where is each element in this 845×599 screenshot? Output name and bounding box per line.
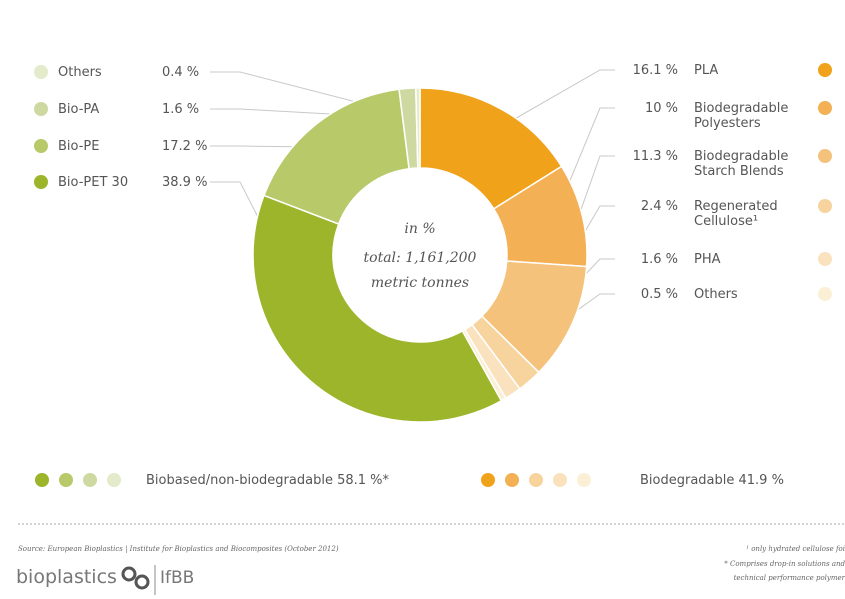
swatch-biodegradable-biodegradable-polyesters [818, 101, 832, 115]
ifbb-logo: IfBB [160, 568, 194, 588]
label-biodegradable-regenerated-cellulose: Regenerated Cellulose¹ [694, 199, 778, 229]
ifbb-logo-icon [121, 566, 150, 590]
legend-dots-biobased [35, 473, 121, 487]
legend-dots-biodegradable [481, 473, 591, 487]
center-text-total: total: 1,161,200 [364, 250, 477, 266]
center-text-unit: in % [404, 221, 435, 237]
label-biobased-bio-pet-30: Bio-PET 30 [58, 175, 128, 190]
slice-biobased-others [415, 87, 421, 169]
legend-dot-1-3 [553, 473, 567, 487]
swatch-biobased-others [34, 65, 48, 79]
swatch-biodegradable-pla [818, 63, 832, 77]
legend-dot-1-4 [577, 473, 591, 487]
swatch-biobased-bio-pe [34, 139, 48, 153]
right-slice-labels: 16.1 % PLA 10 % Biodegradable Polyesters 11.3… [633, 63, 832, 302]
slice-biobased-bio-pe [262, 88, 410, 225]
label-biodegradable-others: Others [694, 287, 738, 302]
value-biodegradable-biodegradable-starch-blends: 11.3 % [633, 149, 678, 164]
bioplastics-logo: bioplastics [16, 566, 117, 588]
legend-dot-1-2 [529, 473, 543, 487]
legend-dot-1-0 [481, 473, 495, 487]
legend-dot-1-1 [505, 473, 519, 487]
label-biobased-bio-pe: Bio-PE [58, 139, 99, 154]
center-text-tonnes: metric tonnes [371, 275, 469, 291]
value-biodegradable-regenerated-cellulose: 2.4 % [641, 199, 678, 214]
left-slice-labels: Bio-PET 30 38.9 % Bio-PE 17.2 % Bio-PA 1.6 % O… [34, 65, 207, 190]
value-biodegradable-others: 0.5 % [641, 287, 678, 302]
source-note: Source: European Bioplastics | Institute… [18, 545, 339, 553]
label-biodegradable-biodegradable-starch-blends: Biodegradable Starch Blends [694, 149, 788, 179]
legend-dot-0-2 [83, 473, 97, 487]
label-biodegradable-biodegradable-polyesters: Biodegradable Polyesters [694, 101, 788, 131]
value-biobased-others: 0.4 % [162, 65, 199, 80]
donut-ring [252, 87, 588, 423]
leader-biodegradable-pla [486, 69, 615, 136]
swatch-biodegradable-regenerated-cellulose [818, 199, 832, 213]
value-biobased-bio-pet-30: 38.9 % [162, 175, 207, 190]
legend-label-biobased: Biobased/non-biodegradable 58.1 %* [146, 473, 390, 488]
swatch-biodegradable-pha [818, 252, 832, 266]
label-biodegradable-pla: PLA [694, 63, 718, 78]
label-biobased-bio-pa: Bio-PA [58, 102, 99, 117]
legend-label-biodegradable: Biodegradable 41.9 % [640, 473, 784, 488]
swatch-biodegradable-biodegradable-starch-blends [818, 149, 832, 163]
value-biodegradable-biodegradable-polyesters: 10 % [645, 101, 678, 116]
footnote-2: * Comprises drop-in solutions and [724, 560, 845, 568]
label-biobased-others: Others [58, 65, 102, 80]
group-legend: Biobased/non-biodegradable 58.1 %* Biode… [35, 473, 784, 488]
footnote-1: ¹ only hydrated cellulose foi [746, 545, 845, 553]
swatch-biobased-bio-pet-30 [34, 175, 48, 189]
legend-dot-0-1 [59, 473, 73, 487]
value-biodegradable-pha: 1.6 % [641, 252, 678, 267]
swatch-biobased-bio-pa [34, 102, 48, 116]
value-biodegradable-pla: 16.1 % [633, 63, 678, 78]
legend-dot-0-3 [107, 473, 121, 487]
value-biobased-bio-pe: 17.2 % [162, 139, 207, 154]
label-biodegradable-pha: PHA [694, 252, 721, 267]
footnote-3: technical performance polymer [734, 574, 845, 582]
legend-dot-0-0 [35, 473, 49, 487]
slice-biobased-bio-pet-30 [252, 194, 503, 423]
value-biobased-bio-pa: 1.6 % [162, 102, 199, 117]
swatch-biodegradable-others [818, 287, 832, 301]
